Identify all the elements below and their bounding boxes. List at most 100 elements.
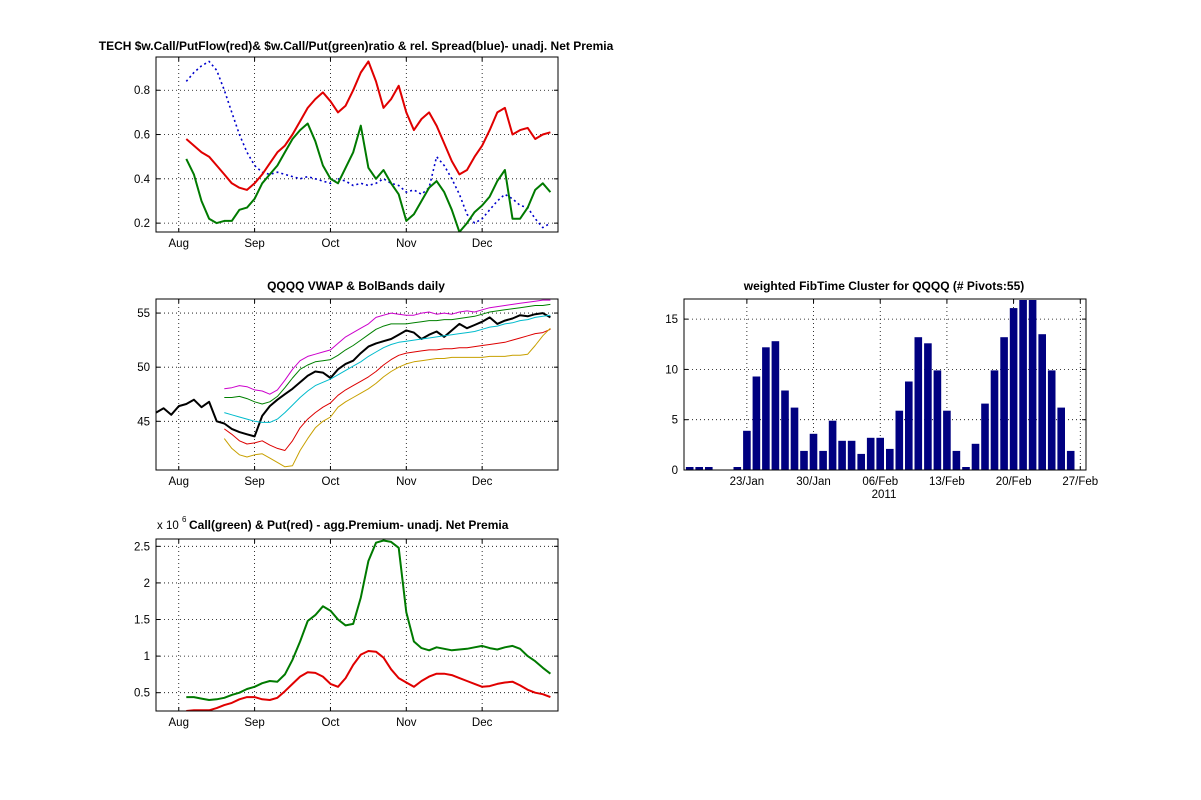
p1-series-dkgreen [224,303,551,405]
p2-bar [886,448,894,470]
p2-xtick-label: 13/Feb [929,476,965,488]
p2-bar [1009,308,1018,470]
p3-ytick-label: 1.5 [134,615,150,627]
p0-ytick-label: 0.2 [134,218,150,230]
p2-bar [1066,450,1075,470]
p2-bar [743,430,751,470]
p3-ytick-label: 0.5 [134,688,150,700]
p0-frame [155,56,559,233]
p2-bar [695,467,703,470]
p2-xtick-label: 06/Feb [862,476,898,488]
p2-bar [800,450,808,470]
p1-ytick-label: 55 [137,308,150,320]
p1-frame [155,298,559,471]
panel-agg-premium-exponent-base: x 10 [157,520,179,532]
p3-series-group [186,539,552,711]
p2-bar [752,376,761,470]
p2-bar [733,467,742,470]
p2-bar [981,403,989,470]
p2-bar [895,410,904,470]
p0-xtick-label: Aug [169,238,189,250]
p2-ytick-label: 0 [672,465,678,477]
p2-bar [762,347,770,470]
p2-bar [1038,334,1046,470]
panel-agg-premium-exponent-power: 6 [182,515,187,524]
p2-bar [952,450,961,470]
p0-xtick-label: Sep [244,238,264,250]
p3-frame [155,538,559,712]
p3-ytick-label: 2.5 [134,541,150,553]
p2-bar [1000,337,1008,470]
panel-fibtime-cluster: weighted FibTime Cluster for QQQQ (# Piv… [665,279,1098,501]
p1-series-magenta [224,299,551,395]
p2-bar [1057,407,1065,470]
p1-xtick-label: Oct [322,476,341,488]
p2-bar [905,381,913,470]
p1-ytick-label: 45 [137,416,150,428]
p2-ytick-label: 15 [665,314,678,326]
p3-xtick-label: Nov [396,717,417,729]
p0-series-green [185,122,552,232]
p0-ytick-label: 0.6 [134,130,150,142]
panel-vwap-bolbands: QQQQ VWAP & BolBands daily Aug Sep Oct Nov D… [137,279,559,488]
p2-ytick-label: 10 [665,364,678,376]
p2-bar [819,450,827,470]
p1-ytick-label: 50 [137,362,150,374]
p3-series-red [186,650,551,711]
p0-xtick-label: Oct [322,238,341,250]
p2-bar [933,370,942,470]
p1-xtick-label: Sep [244,476,264,488]
p3-series-green [186,539,552,701]
p2-xtick-label: 23/Jan [730,476,765,488]
p2-bar [943,410,951,470]
p3-xtick-label: Sep [244,717,264,729]
p2-frame [683,298,1087,471]
p1-series-group [156,299,551,468]
p0-xtick-label: Nov [396,238,417,250]
p2-bar [962,467,970,470]
panel-flow-ratio-title: TECH $w.Call/PutFlow(red)& $w.Call/Put(g… [99,39,614,53]
p2-bar [705,467,713,470]
p3-xtick-label: Oct [322,717,341,729]
p3-xtick-label: Aug [169,717,189,729]
p1-xtick-label: Dec [472,476,493,488]
p2-bar [685,467,694,470]
p3-ytick-label: 2 [144,578,150,590]
p2-bar [781,390,789,470]
p0-ytick-label: 0.8 [134,85,150,97]
panel-flow-ratio: TECH $w.Call/PutFlow(red)& $w.Call/Put(g… [99,39,614,250]
p1-xtick-label: Nov [396,476,417,488]
p2-bar [990,370,999,470]
p2-bar [809,433,818,470]
p2-xtick-label: 30/Jan [796,476,831,488]
p0-ytick-label: 0.4 [134,174,151,186]
p2-xtick-label: 27/Feb [1062,476,1098,488]
p2-bar [1019,300,1027,470]
p1-series-olive [223,327,551,468]
p2-bar [971,443,980,470]
p2-bar [876,437,884,470]
panel-agg-premium: x 10 6 Call(green) & Put(red) - agg.Prem… [134,515,559,729]
p1-series-crimson [224,328,551,451]
panel-vwap-bolbands-title: QQQQ VWAP & BolBands daily [267,279,445,293]
p2-bar [1047,370,1056,470]
p1-series-black [156,312,551,438]
p2-bar [828,420,837,470]
p2-bar [924,343,932,470]
p1-series-cyan [224,314,551,423]
p2-bar [838,440,846,470]
p3-xtick-label: Dec [472,717,493,729]
panel-fibtime-cluster-xlabel: 2011 [872,489,897,501]
p2-bar [1028,300,1037,470]
panel-fibtime-cluster-title: weighted FibTime Cluster for QQQQ (# Piv… [743,279,1025,293]
p0-series-group [185,60,552,232]
p2-ytick-label: 5 [672,415,678,427]
p2-bar [771,341,780,470]
p2-xtick-label: 20/Feb [996,476,1032,488]
p2-bar [857,453,865,470]
p2-bar [866,437,875,470]
p2-bar [847,440,856,470]
p1-xtick-label: Aug [169,476,189,488]
p2-bar [790,407,799,470]
